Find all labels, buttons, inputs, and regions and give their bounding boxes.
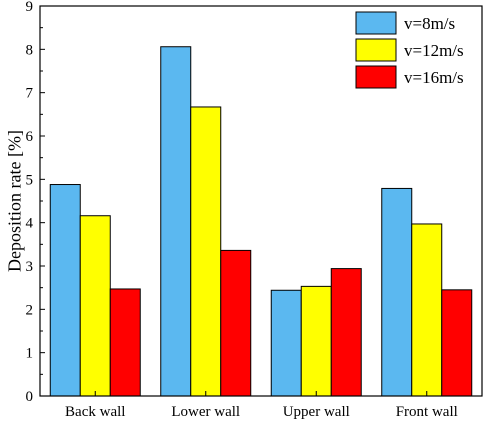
- x-tick-label: Upper wall: [283, 404, 350, 420]
- y-tick-label: 6: [26, 129, 34, 145]
- y-tick-label: 9: [26, 0, 34, 15]
- bar: [411, 223, 443, 397]
- bars-group: [49, 46, 473, 397]
- y-tick-label: 1: [26, 346, 34, 362]
- legend: v=8m/s v=12m/s v=16m/s: [355, 11, 464, 89]
- y-tick-label: 5: [26, 172, 34, 188]
- bar: [160, 46, 192, 397]
- bar: [300, 285, 332, 397]
- plot-frame: [39, 5, 483, 397]
- y-axis: 0 1 2 3 4 5 6 7 8 9: [26, 0, 45, 405]
- y-tick-label: 4: [26, 216, 34, 232]
- bar: [109, 288, 141, 397]
- y-tick-label: 8: [26, 42, 34, 58]
- x-tick-label: Back wall: [65, 404, 125, 420]
- x-axis: Back wall Lower wall Upper wall Front wall: [65, 391, 458, 420]
- legend-swatch: [355, 11, 397, 35]
- bar: [270, 289, 302, 397]
- y-axis-title: Deposition rate [%]: [4, 130, 24, 272]
- legend-label: v=8m/s: [404, 14, 455, 33]
- x-tick-label: Front wall: [396, 404, 458, 420]
- bar: [381, 187, 413, 397]
- bar: [49, 184, 81, 397]
- legend-swatch: [355, 38, 397, 62]
- bar: [330, 268, 362, 397]
- bar: [220, 249, 252, 397]
- y-tick-label: 3: [26, 259, 34, 275]
- bar: [190, 106, 222, 397]
- y-tick-label: 0: [26, 389, 34, 405]
- bar: [441, 289, 473, 397]
- y-tick-label: 7: [26, 86, 34, 102]
- y-tick-label: 2: [26, 302, 34, 318]
- x-tick-label: Lower wall: [171, 404, 240, 420]
- legend-swatch: [355, 65, 397, 89]
- legend-label: v=16m/s: [404, 68, 464, 87]
- bar: [79, 215, 111, 397]
- legend-label: v=12m/s: [404, 41, 464, 60]
